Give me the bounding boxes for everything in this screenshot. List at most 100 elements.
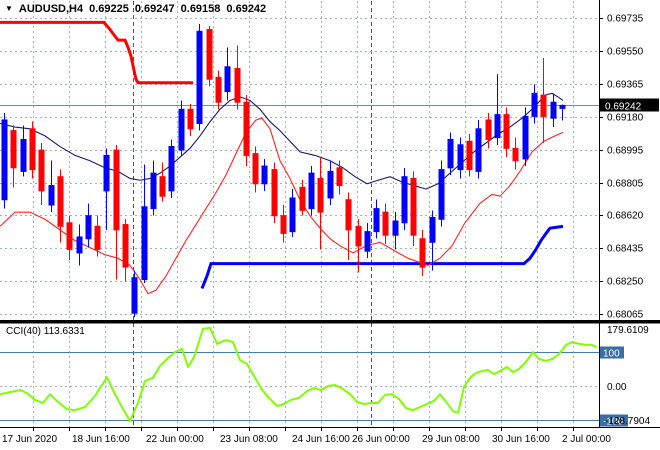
price-axis-label: 0.68995 (607, 146, 644, 157)
candle-body-bear (29, 128, 36, 171)
candle-body-bear (485, 119, 492, 140)
candle-body-bull (20, 138, 27, 172)
time-axis-label: 22 Jun 00:00 (146, 434, 204, 445)
candle-body-bear (57, 176, 64, 227)
candle-body-bear (512, 147, 519, 162)
cci-min-label: -128.7904 (605, 416, 650, 427)
candle-body-bull (168, 146, 175, 192)
candle-body-bear (234, 68, 241, 103)
price-axis-label: 0.69550 (607, 47, 644, 58)
ma-slow-line (0, 117, 564, 295)
price-axis-label: 0.68435 (607, 244, 644, 255)
candle-body-bear (187, 108, 194, 130)
chart-title: ▼ AUDUSD,H4 0.69225 0.69247 0.69158 0.69… (5, 2, 266, 16)
candle-body-bull (103, 154, 110, 192)
candle-body-bear (38, 149, 45, 192)
candle-body-bull (364, 231, 371, 252)
pane-separator (0, 320, 660, 324)
symbol-period-label: AUDUSD,H4 (18, 3, 84, 15)
candle-body-bull (457, 144, 464, 171)
candle-body-bull (196, 30, 203, 124)
time-axis-label: 24 Jun 16:00 (292, 434, 350, 445)
time-axis-label: 30 Jun 16:00 (492, 434, 550, 445)
candle-body-bear (466, 140, 473, 171)
cci-max-label: 179.6109 (607, 325, 649, 336)
cci-line (0, 326, 598, 423)
candle-body-bear (336, 167, 343, 187)
time-axis-label: 26 Jun 00:00 (352, 434, 410, 445)
candle-body-bull (1, 119, 8, 201)
candle-body-bull (261, 165, 268, 185)
candle-body-bear (271, 169, 278, 217)
candle-body-bear (113, 149, 120, 231)
candle-body-bear (345, 199, 352, 231)
candle-body-bull (178, 108, 185, 151)
candle-body-bear (419, 238, 426, 268)
time-axis-label: 29 Jun 08:00 (422, 434, 480, 445)
time-axis-label: 18 Jun 16:00 (72, 434, 130, 445)
candle-body-bear (382, 211, 389, 236)
ohlc-close: 0.69242 (226, 3, 267, 15)
candle-body-bear (10, 130, 17, 169)
indicator-name: CCI(40) (6, 326, 42, 337)
candle-body-bear (355, 225, 362, 247)
candle-body-bear (94, 225, 101, 250)
candle-body-bull (392, 220, 399, 236)
candle-body-bear (410, 177, 417, 236)
candle-body-bull (141, 206, 148, 281)
ohlc-low: 0.69158 (180, 3, 221, 15)
candle-body-bull (224, 66, 231, 93)
candle-body-bull (550, 101, 557, 119)
cci-lower-level-label: -100 (603, 417, 623, 428)
cci-zero-label: 0.00 (607, 382, 627, 393)
price-axis-label: 0.69180 (607, 113, 644, 124)
candle-body-bear (252, 153, 259, 185)
candle-body-bear (540, 94, 547, 117)
candle-body-bull (401, 176, 408, 224)
candle-body-bull (150, 172, 157, 210)
candle-body-bull (531, 92, 538, 117)
candle-body-bear (122, 224, 129, 268)
candle-body-bear (503, 114, 510, 149)
candle-body-bull (76, 236, 83, 254)
price-axis-label: 0.68065 (607, 310, 644, 321)
ohlc-high: 0.69247 (134, 3, 175, 15)
candle-body-bull (447, 138, 454, 169)
candle-body-bull (559, 104, 566, 109)
candle-body-bull (131, 277, 138, 314)
candle-body-bear (159, 176, 166, 197)
candle-body-bull (429, 216, 436, 243)
indicator-label: CCI(40) 113.6331 (6, 326, 85, 337)
cci-lower-level-box (600, 414, 628, 427)
ma-fast-line (0, 92, 564, 190)
price-axis-label: 0.68620 (607, 211, 644, 222)
price-axis-label: 0.68805 (607, 179, 644, 190)
candle-body-bear (317, 177, 324, 213)
price-axis-label: 0.69735 (607, 14, 644, 25)
cci-upper-level-label: 100 (603, 349, 620, 360)
candle-body-bear (215, 76, 222, 103)
indicator-value: 113.6331 (43, 326, 85, 337)
candle-body-bull (522, 115, 529, 160)
candle-body-bear (243, 101, 250, 156)
candle-body-bear (206, 29, 213, 80)
current-price-label: 0.69242 (605, 102, 642, 113)
candle-body-bull (438, 169, 445, 220)
candle-body-bull (85, 215, 92, 240)
candle-body-bear (66, 222, 73, 250)
candle-body-bull (289, 197, 296, 233)
candle-body-bull (48, 185, 55, 206)
time-axis-label: 17 Jun 2020 (2, 434, 57, 445)
candle-body-bear (280, 215, 287, 234)
step-indicator-red (0, 20, 193, 85)
time-axis-label: 2 Jul 00:00 (562, 434, 611, 445)
candle-body-bear (299, 186, 306, 211)
candle-body-bull (494, 114, 501, 139)
current-price-box (600, 98, 659, 112)
step-indicator-blue (200, 224, 564, 289)
candle-body-bull (308, 172, 315, 210)
candle-body-bull (475, 128, 482, 172)
symbol-dropdown-icon[interactable]: ▼ (5, 4, 13, 13)
